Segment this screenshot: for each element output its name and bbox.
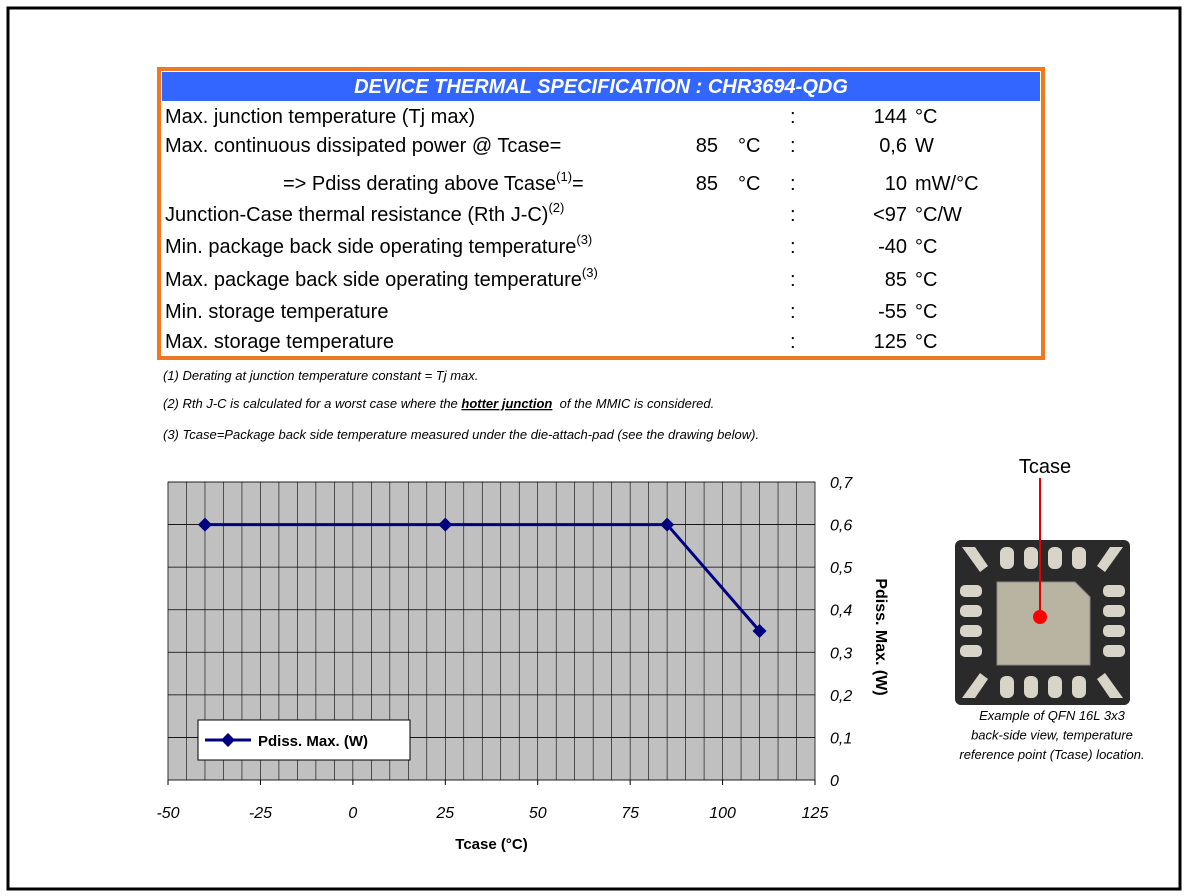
data-point [752,624,767,638]
tcase-unit: °C [738,135,760,157]
table-title: DEVICE THERMAL SPECIFICATION : CHR3694-Q… [354,76,848,98]
row-label: Max. package back side operating tempera… [165,265,598,291]
footnote: (3) Tcase=Package back side temperature … [163,427,759,442]
table-rows: Max. junction temperature (Tj max): 144 °C… [165,106,979,353]
label-end: = [572,173,584,195]
label-text: Max. continuous dissipated power @ Tcase… [165,135,561,157]
unit: mW/°C [915,173,979,195]
value: 10 [885,173,907,195]
x-tick-label: 125 [802,805,829,822]
label-text: Max. junction temperature (Tj max) [165,106,475,128]
footnote-emphasis: hotter junction [461,396,552,411]
note-ref: (3) [582,265,598,280]
row-label: Min. storage temperature [165,301,388,323]
y-tick-label: 0,7 [830,475,853,492]
note-ref: (2) [548,200,564,215]
footnote: (1) Derating at junction temperature con… [163,368,478,383]
value: <97 [873,204,907,226]
x-tick-label: -50 [156,805,179,822]
unit: °C [915,269,937,291]
footnote-text-end: of the MMIC is considered. [552,396,714,411]
package-figure: Tcase Example of QFN 16L 3x3 back-side vi… [955,456,1145,762]
label-text: Max. storage temperature [165,331,394,353]
caption-line: back-side view, temperature [971,728,1133,743]
footnote-text: (1) Derating at junction temperature con… [163,368,478,383]
label-text: Min. storage temperature [165,301,388,323]
package-pads [960,547,1125,698]
label-text: Junction-Case thermal resistance (Rth J-… [165,204,548,226]
colon: : [790,236,796,258]
row-label: Min. package back side operating tempera… [165,232,592,258]
colon: : [790,135,796,157]
unit: W [915,135,934,157]
row-label: Max. junction temperature (Tj max) [165,106,475,128]
y-tick-label: 0,4 [830,603,852,620]
colon: : [790,204,796,226]
note-ref: (1) [556,169,572,184]
table-border [157,67,1045,360]
y-tick-label: 0,2 [830,688,852,705]
footnotes: (1) Derating at junction temperature con… [163,368,759,442]
value: 0,6 [879,135,907,157]
colon: : [790,301,796,323]
data-point [438,517,453,532]
x-tick-label: 50 [529,805,547,822]
value: -55 [878,301,907,323]
y-tick-label: 0,6 [830,518,852,535]
y-tick-label: 0,5 [830,560,852,577]
colon: : [790,331,796,353]
x-tick-label: 25 [435,805,454,822]
tcase-value: 85 [696,135,718,157]
y-tick-label: 0 [830,773,839,790]
chart: 0 0,1 0,2 0,3 0,4 0,5 0,6 0,7 -50 -25 0 25 50 75 100 12… [156,475,889,853]
footnote-text: (3) Tcase=Package back side temperature … [163,427,759,442]
note-ref: (3) [576,232,592,247]
legend-marker [221,733,235,747]
series-line [204,523,761,632]
unit: °C [915,106,937,128]
y-tick-label: 0,1 [830,730,852,747]
unit: °C/W [915,204,962,226]
data-point [197,517,212,532]
y-tick-label: 0,3 [830,645,852,662]
unit: °C [915,236,937,258]
tcase-unit: °C [738,173,760,195]
label-text: Max. package back side operating tempera… [165,269,582,291]
unit: °C [915,331,937,353]
row-label: Max. storage temperature [165,331,394,353]
colon: : [790,173,796,195]
caption-line: Example of QFN 16L 3x3 [979,708,1125,723]
row-label: Junction-Case thermal resistance (Rth J-… [165,200,564,226]
footnote: (2) Rth J-C is calculated for a worst ca… [163,396,714,411]
x-axis-label: Tcase (°C) [455,836,527,853]
value: 85 [885,269,907,291]
label-text: Min. package back side operating tempera… [165,236,576,258]
value: 144 [874,106,907,128]
colon: : [790,269,796,291]
unit: °C [915,301,937,323]
x-tick-label: -25 [249,805,272,822]
footnote-text: (2) Rth J-C is calculated for a worst ca… [163,396,461,411]
value: -40 [878,236,907,258]
label-text: => Pdiss derating above Tcase [283,173,556,195]
x-tick-label: 75 [621,805,639,822]
die-pad [996,581,1091,666]
caption-line: reference point (Tcase) location. [959,747,1144,762]
table-header [162,72,1040,101]
legend-label: Pdiss. Max. (W) [258,733,368,750]
package-label: Tcase [1019,456,1071,478]
tcase-value: 85 [696,173,718,195]
row-label: Max. continuous dissipated power @ Tcase… [165,135,561,157]
y-axis-label: Pdiss. Max. (W) [872,578,889,695]
x-tick-label: 100 [709,805,736,822]
x-tick-label: 0 [348,805,357,822]
reference-point [1033,610,1047,624]
colon: : [790,106,796,128]
data-point [660,517,675,532]
value: 125 [874,331,907,353]
row-label: => Pdiss derating above Tcase(1)= [283,169,584,195]
